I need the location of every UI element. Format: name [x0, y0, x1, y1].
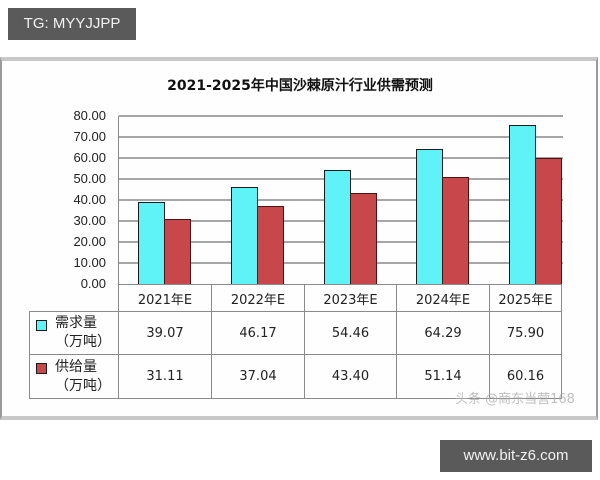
legend-label: 需求量: [55, 315, 97, 331]
table-cell-demand: 46.17: [211, 311, 305, 355]
demand-bar: [138, 202, 165, 284]
legend-supply: 供给量 （万吨）: [29, 354, 119, 399]
legend-unit: （万吨）: [55, 377, 111, 394]
plot-area: [118, 115, 563, 284]
legend-demand: 需求量 （万吨）: [29, 311, 119, 355]
gridline: [119, 157, 563, 159]
table-cell-supply: 43.40: [304, 354, 397, 399]
table-cell-demand: 64.29: [396, 311, 490, 355]
y-tick-label: 0.00: [80, 276, 106, 291]
y-tick-label: 10.00: [73, 255, 106, 270]
supply-bar: [350, 193, 377, 284]
category-header: 2022年E: [211, 284, 305, 312]
table-cell-supply: 37.04: [211, 354, 305, 399]
legend-unit: （万吨）: [55, 334, 111, 350]
supply-bar: [164, 219, 191, 284]
legend-swatch-demand: [36, 320, 47, 331]
top-watermark-tag: TG: MYYJJPP: [8, 8, 136, 40]
category-header: 2024年E: [396, 284, 490, 312]
supply-bar: [257, 206, 284, 284]
bottom-watermark-tag: www.bit-z6.com: [440, 440, 592, 472]
category-header: 2025年E: [489, 284, 562, 312]
y-tick-label: 40.00: [73, 192, 106, 207]
y-tick-label: 60.00: [73, 150, 106, 165]
y-tick-label: 20.00: [73, 234, 106, 249]
gridline: [119, 136, 563, 138]
table-cell-demand: 54.46: [304, 311, 397, 355]
demand-bar: [324, 170, 351, 284]
table-cell-demand: 75.90: [489, 311, 562, 355]
table-cell-demand: 39.07: [118, 311, 212, 355]
demand-bar: [416, 149, 443, 284]
table-cell-supply: 31.11: [118, 354, 212, 399]
y-tick-label: 80.00: [73, 108, 106, 123]
table-cell-supply: 60.16: [489, 354, 562, 399]
supply-bar: [442, 177, 469, 284]
y-tick-label: 70.00: [73, 129, 106, 144]
source-watermark: 头条 @商东当营168: [455, 392, 575, 407]
category-header: 2021年E: [118, 284, 212, 312]
legend-label: 供给量: [55, 358, 97, 375]
y-tick-label: 50.00: [73, 171, 106, 186]
demand-bar: [509, 125, 536, 284]
table-cell-supply: 51.14: [396, 354, 490, 399]
chart-title: 2021-2025年中国沙棘原汁行业供需预测: [167, 78, 433, 94]
demand-bar: [231, 187, 258, 284]
gridline: [119, 115, 563, 117]
legend-swatch-supply: [36, 363, 47, 374]
category-header: 2023年E: [304, 284, 397, 312]
supply-bar: [535, 158, 562, 284]
y-tick-label: 30.00: [73, 213, 106, 228]
